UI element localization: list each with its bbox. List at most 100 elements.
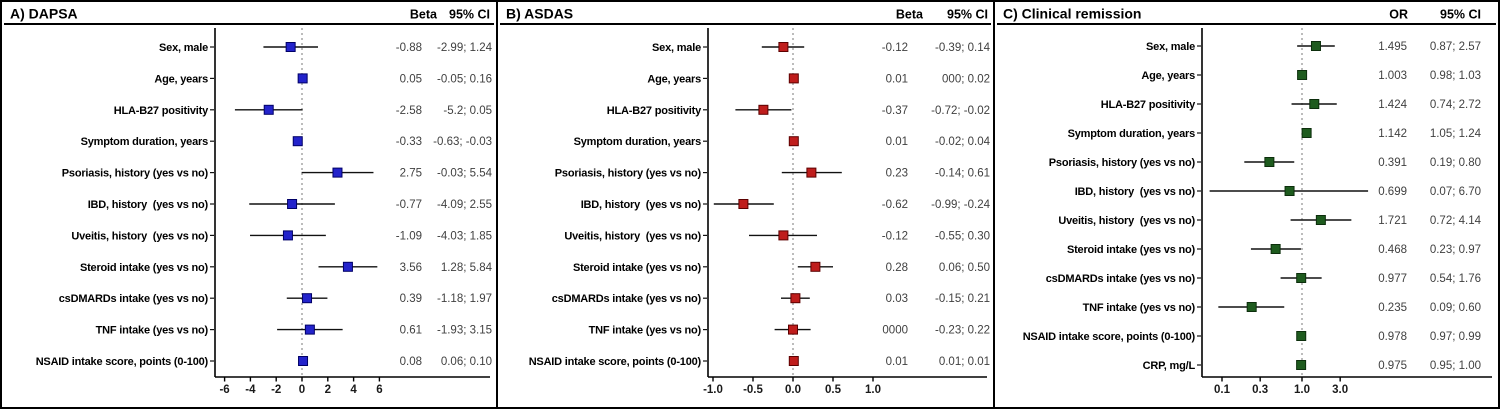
forest-row: IBD, history (yes vs no) 0.699 0.07; 6.70 (1075, 186, 1481, 198)
effect-value: 0.975 (1378, 360, 1407, 372)
effect-value: -0.37 (882, 105, 908, 117)
point-estimate-marker (790, 293, 801, 304)
row-label: Psoriasis, history (yes vs no) (62, 168, 209, 180)
ci-value: -0.15; 0.21 (935, 293, 990, 305)
row-label: Steroid intake (yes vs no) (573, 262, 702, 274)
effect-value: 0.391 (1378, 157, 1407, 169)
row-label: Symptom duration, years (81, 136, 209, 148)
forest-row: Steroid intake (yes vs no) 3.56 1.28; 5.84 (80, 261, 493, 274)
ci-value: 0.97; 0.99 (1430, 331, 1481, 343)
ci-value: -5.2; 0.05 (443, 105, 492, 117)
ci-value: 0.09; 0.60 (1430, 302, 1481, 314)
forest-plot-clinical-remission: C) Clinical remission OR 95% CI 0.1 0.3 1.0 3.… (997, 6, 1496, 396)
effect-column-header: Beta (896, 8, 924, 22)
effect-value: 0.03 (886, 293, 908, 305)
forest-row: NSAID intake score, points (0-100) 0.01 0.… (529, 356, 990, 368)
row-label: Age, years (1141, 70, 1195, 82)
forest-plot-dapsa: A) DAPSA Beta 95% CI -6 -4 -2 0 2 4 6 Sex, male -0.… (4, 6, 494, 396)
forest-row: Symptom duration, years 1.142 1.05; 1.24 (1068, 128, 1482, 140)
row-label: Sex, male (159, 42, 208, 54)
forest-row: Symptom duration, years -0.33 -0.63; -0.03 (81, 136, 492, 148)
effect-value: 3.56 (400, 262, 422, 274)
x-tick-label: -0.5 (743, 384, 763, 396)
forest-row: Steroid intake (yes vs no) 0.28 0.06; 0.50 (573, 261, 990, 274)
forest-row: NSAID intake score, points (0-100) 0.978 0… (1023, 331, 1481, 343)
ci-value: 0.23; 0.97 (1430, 244, 1481, 256)
point-estimate-marker (292, 136, 303, 147)
panel-title: C) Clinical remission (1003, 6, 1141, 22)
row-label: csDMARDs intake (yes vs no) (1046, 273, 1196, 285)
row-label: IBD, history (yes vs no) (581, 199, 702, 211)
forest-row: Age, years 0.01 000; 0.02 (647, 73, 990, 85)
effect-value: 0.699 (1378, 186, 1407, 198)
row-label: Uveitis, history (yes vs no) (564, 230, 701, 242)
forest-row: csDMARDs intake (yes vs no) 0.977 0.54; 1.… (1046, 273, 1481, 285)
effect-value: -0.12 (882, 42, 908, 54)
row-label: CRP, mg/L (1143, 360, 1196, 372)
effect-value: 1.495 (1378, 41, 1407, 53)
effect-value: 0.01 (886, 136, 908, 148)
ci-value: -1.93; 3.15 (437, 325, 492, 337)
ci-value: 0.19; 0.80 (1430, 157, 1481, 169)
forest-row: CRP, mg/L 0.975 0.95; 1.00 (1143, 360, 1481, 372)
effect-value: 0.61 (400, 325, 422, 337)
point-estimate-marker (788, 73, 799, 84)
x-tick-label: -1.0 (703, 384, 723, 396)
row-label: TNF intake (yes vs no) (589, 325, 702, 337)
forest-row: Uveitis, history (yes vs no) -1.09 -4.03; … (71, 230, 492, 242)
effect-value: -0.12 (882, 230, 908, 242)
point-estimate-marker (332, 167, 343, 178)
point-estimate-marker (778, 42, 789, 52)
ci-column-header: 95% CI (947, 8, 988, 22)
point-estimate-marker (810, 261, 821, 272)
row-label: Sex, male (1146, 41, 1195, 53)
row-label: NSAID intake score, points (0-100) (36, 356, 209, 368)
row-label: Age, years (154, 73, 208, 85)
effect-value: 0.23 (886, 168, 908, 180)
point-estimate-marker (806, 167, 817, 178)
ci-value: -0.23; 0.22 (935, 325, 990, 337)
point-estimate-marker (788, 324, 798, 335)
ci-value: -0.14; 0.61 (935, 168, 990, 180)
point-estimate-marker (778, 230, 789, 241)
ci-value: -0.02; 0.04 (935, 136, 991, 148)
forest-row: Psoriasis, history (yes vs no) 0.23 -0.14;… (555, 167, 990, 180)
row-label: HLA-B27 positivity (1101, 99, 1196, 111)
forest-row: Sex, male -0.88 -2.99; 1.24 (159, 42, 493, 54)
effect-value: 1.142 (1378, 128, 1407, 140)
x-tick-label: 0 (299, 384, 305, 396)
forest-row: IBD, history (yes vs no) -0.62 -0.99; -0.2… (581, 199, 991, 211)
ci-value: 0.06; 0.50 (939, 262, 990, 274)
row-label: IBD, history (yes vs no) (88, 199, 209, 211)
forest-row: Sex, male -0.12 -0.39; 0.14 (652, 42, 991, 54)
effect-value: -0.88 (396, 42, 422, 54)
ci-column-header: 95% CI (1440, 8, 1481, 22)
ci-value: 0.74; 2.72 (1430, 99, 1481, 111)
point-estimate-marker (1297, 70, 1308, 80)
ci-value: 0.01; 0.01 (939, 356, 990, 368)
ci-value: -4.09; 2.55 (437, 199, 492, 211)
point-estimate-marker (1296, 360, 1307, 370)
panel-asdas: B) ASDAS Beta 95% CI -1.0 -0.5 0.0 0.5 1.0 Sex, … (496, 2, 993, 407)
point-estimate-marker (1315, 215, 1326, 225)
x-tick-label: -2 (271, 384, 281, 396)
forest-row: TNF intake (yes vs no) 0.235 0.09; 0.60 (1083, 302, 1481, 314)
row-label: csDMARDs intake (yes vs no) (552, 293, 702, 305)
row-label: Age, years (647, 73, 701, 85)
forest-row: HLA-B27 positivity -0.37 -0.72; -0.02 (607, 104, 990, 117)
ci-value: -4.03; 1.85 (437, 230, 492, 242)
x-tick-label: 6 (376, 384, 382, 396)
row-label: Uveitis, history (yes vs no) (1058, 215, 1195, 227)
effect-value: 0.28 (886, 262, 908, 274)
effect-column-header: Beta (410, 8, 438, 22)
panel-title: B) ASDAS (506, 6, 573, 22)
ci-value: -0.39; 0.14 (935, 42, 991, 54)
ci-value: 000; 0.02 (942, 73, 990, 85)
row-label: TNF intake (yes vs no) (96, 325, 209, 337)
point-estimate-marker (1301, 128, 1312, 138)
row-label: Uveitis, history (yes vs no) (71, 230, 208, 242)
point-estimate-marker (304, 324, 315, 335)
forest-row: Steroid intake (yes vs no) 0.468 0.23; 0.9… (1067, 244, 1481, 256)
forest-row: Age, years 0.05 -0.05; 0.16 (154, 73, 492, 85)
ci-value: 0.54; 1.76 (1430, 273, 1481, 285)
